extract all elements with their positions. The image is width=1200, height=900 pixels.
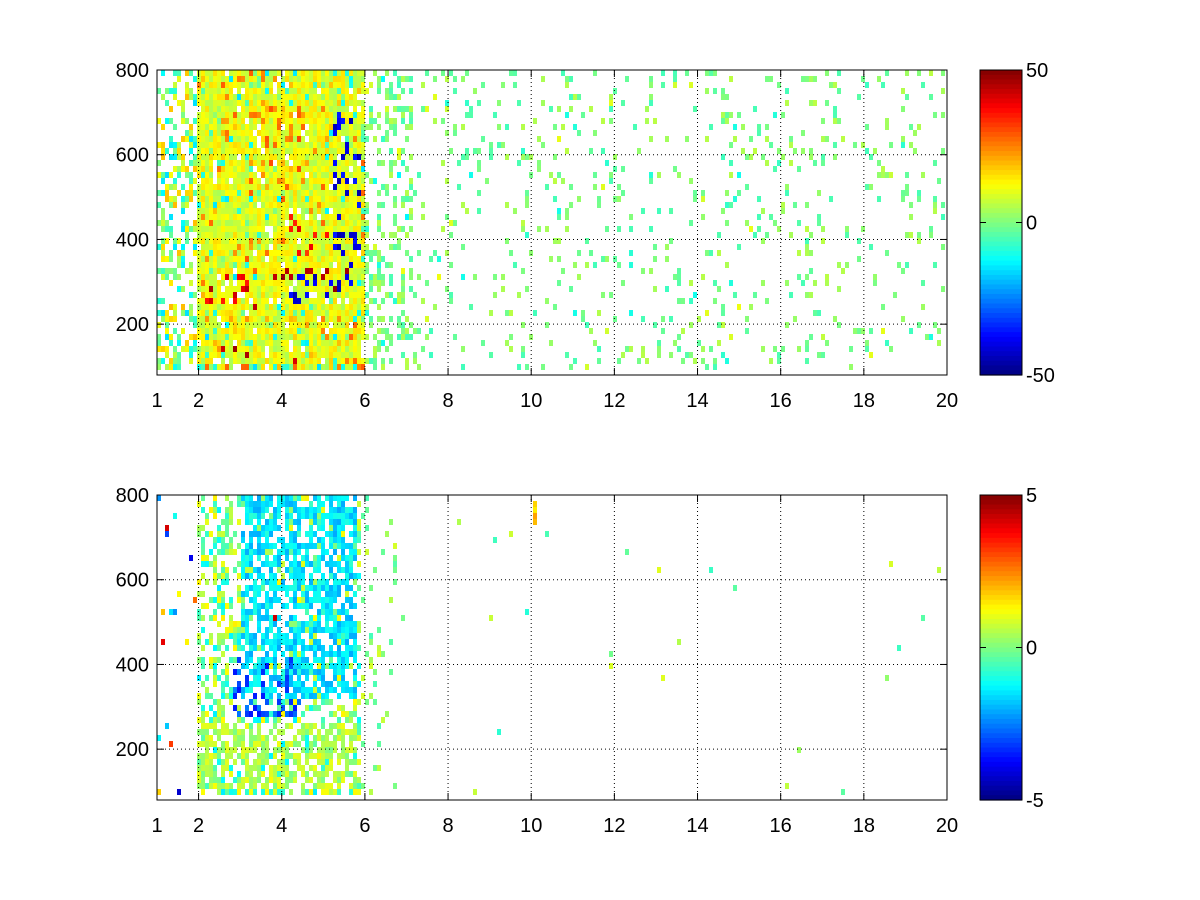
x-tick-label: 12: [603, 390, 625, 412]
x-tick-label: 2: [193, 815, 204, 837]
colorbar-tick-label: 5: [1026, 485, 1037, 507]
colorbar: 5 0 -5: [979, 485, 1044, 812]
axes-frame: [156, 69, 948, 376]
y-tick-label: 200: [116, 314, 149, 336]
x-tick-label: 1: [151, 390, 162, 412]
colorbar-tick-label: 50: [1026, 60, 1048, 82]
x-tick-label: 20: [936, 815, 958, 837]
colorbar-tick-label: 0: [1026, 213, 1037, 235]
heatmap-cells: [157, 70, 945, 370]
colorbar-tick-label: 0: [1026, 638, 1037, 660]
x-tick-label: 1: [151, 815, 162, 837]
grid-lines: [157, 495, 947, 800]
y-tick-label: 600: [116, 145, 149, 167]
x-tick-label: 16: [770, 390, 792, 412]
x-tick-label: 2: [193, 390, 204, 412]
x-tick-label: 4: [276, 390, 287, 412]
x-tick-label: 18: [853, 390, 875, 412]
colorbar-tick-label: -5: [1026, 790, 1044, 812]
y-tick-label: 200: [116, 739, 149, 761]
grid-lines: [157, 70, 947, 375]
axes-frame: [156, 494, 948, 801]
colorbar-tick-label: -50: [1026, 365, 1055, 387]
x-tick-label: 6: [359, 390, 370, 412]
x-tick-label: 20: [936, 390, 958, 412]
x-tick-label: 14: [686, 815, 708, 837]
colorbar: 50 0 -50: [979, 60, 1055, 387]
y-tick-label: 600: [116, 570, 149, 592]
y-tick-label: 800: [116, 485, 149, 507]
y-tick-label: 400: [116, 654, 149, 676]
y-tick-label: 800: [116, 60, 149, 82]
x-tick-label: 8: [442, 390, 453, 412]
x-tick-label: 8: [442, 815, 453, 837]
x-tick-label: 10: [520, 815, 542, 837]
x-tick-label: 10: [520, 390, 542, 412]
x-tick-label: 12: [603, 815, 625, 837]
y-tick-label: 400: [116, 229, 149, 251]
x-tick-label: 6: [359, 815, 370, 837]
heatmap-cells: [157, 495, 941, 795]
x-tick-label: 18: [853, 815, 875, 837]
x-tick-label: 4: [276, 815, 287, 837]
x-tick-label: 16: [770, 815, 792, 837]
x-tick-label: 14: [686, 390, 708, 412]
